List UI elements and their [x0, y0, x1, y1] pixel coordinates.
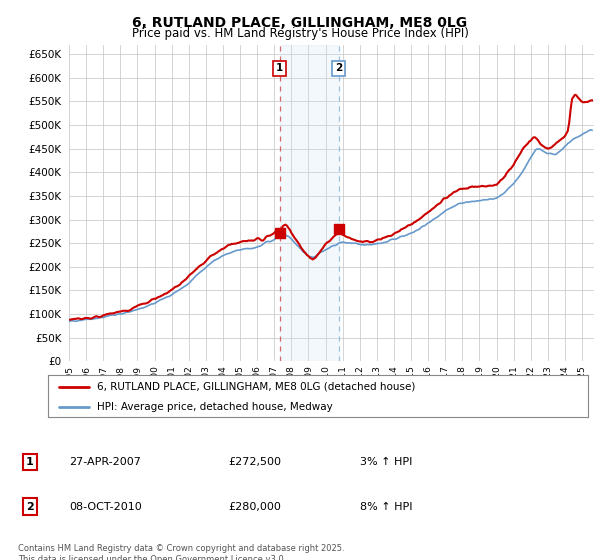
Text: Price paid vs. HM Land Registry's House Price Index (HPI): Price paid vs. HM Land Registry's House …	[131, 27, 469, 40]
Text: £272,500: £272,500	[228, 457, 281, 467]
Text: 2: 2	[26, 502, 34, 512]
Text: HPI: Average price, detached house, Medway: HPI: Average price, detached house, Medw…	[97, 402, 332, 412]
Text: 8% ↑ HPI: 8% ↑ HPI	[360, 502, 413, 512]
Bar	[280, 45, 338, 361]
Text: 08-OCT-2010: 08-OCT-2010	[69, 502, 142, 512]
Text: £280,000: £280,000	[228, 502, 281, 512]
Text: 1: 1	[26, 457, 34, 467]
Text: 3% ↑ HPI: 3% ↑ HPI	[360, 457, 412, 467]
Text: 6, RUTLAND PLACE, GILLINGHAM, ME8 0LG (detached house): 6, RUTLAND PLACE, GILLINGHAM, ME8 0LG (d…	[97, 382, 415, 392]
Text: Contains HM Land Registry data © Crown copyright and database right 2025.
This d: Contains HM Land Registry data © Crown c…	[18, 544, 344, 560]
Text: 2: 2	[335, 63, 343, 73]
Text: 1: 1	[276, 63, 283, 73]
Text: 27-APR-2007: 27-APR-2007	[69, 457, 141, 467]
Text: 6, RUTLAND PLACE, GILLINGHAM, ME8 0LG: 6, RUTLAND PLACE, GILLINGHAM, ME8 0LG	[133, 16, 467, 30]
